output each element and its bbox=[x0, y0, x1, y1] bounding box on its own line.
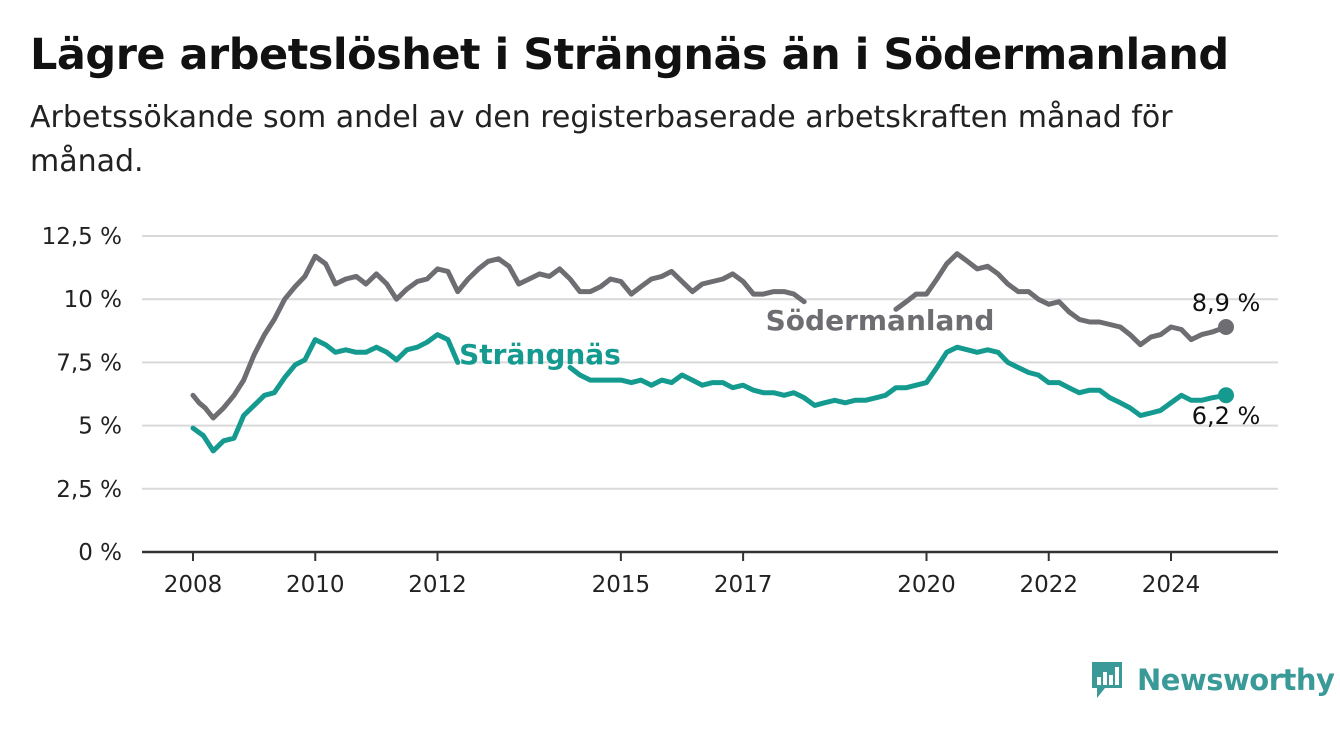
x-tick-label: 2017 bbox=[714, 572, 773, 598]
chart-title: Lägre arbetslöshet i Strängnäs än i Söde… bbox=[30, 30, 1229, 80]
series-line-strangnas bbox=[190, 332, 1229, 454]
end-point-sodermanland bbox=[1218, 319, 1234, 336]
series-lines bbox=[190, 251, 1234, 454]
y-tick-label: 10 % bbox=[64, 287, 122, 313]
y-tick-label: 0 % bbox=[78, 540, 122, 566]
bar-chart-logo-icon bbox=[1092, 662, 1122, 698]
y-tick-label: 2,5 % bbox=[56, 477, 122, 503]
x-tick-label: 2022 bbox=[1019, 572, 1078, 598]
x-tick-label: 2010 bbox=[286, 572, 345, 598]
series-label-strangnas: Strängnäs bbox=[459, 338, 621, 371]
x-tick-label: 2015 bbox=[592, 572, 651, 598]
x-tick-label: 2008 bbox=[164, 572, 223, 598]
y-tick-label: 7,5 % bbox=[56, 350, 122, 376]
y-axis-ticks: 0 % 2,5 % 5 % 7,5 % 10 % 12,5 % bbox=[42, 224, 122, 566]
gridlines bbox=[142, 235, 1278, 554]
y-tick-label: 5 % bbox=[78, 414, 122, 440]
newsworthy-logo: Newsworthy bbox=[1089, 660, 1335, 700]
series-label-sodermanland: Södermanland bbox=[766, 304, 995, 337]
chart-subtitle: Arbetssökande som andel av den registerb… bbox=[30, 100, 1173, 179]
series-line-sodermanland bbox=[190, 251, 1229, 421]
x-tick-label: 2024 bbox=[1142, 572, 1201, 598]
y-tick-label: 12,5 % bbox=[42, 224, 122, 250]
x-tick-label: 2012 bbox=[408, 572, 467, 598]
end-label-strangnas: 6,2 % bbox=[1192, 402, 1261, 430]
x-tick-label: 2020 bbox=[897, 572, 956, 598]
end-label-sodermanland: 8,9 % bbox=[1192, 289, 1261, 317]
x-axis-ticks: 2008 2010 2012 2015 2017 2020 2022 2024 bbox=[164, 552, 1201, 598]
end-point-strangnas bbox=[1218, 387, 1234, 404]
brand-name: Newsworthy bbox=[1137, 663, 1335, 697]
